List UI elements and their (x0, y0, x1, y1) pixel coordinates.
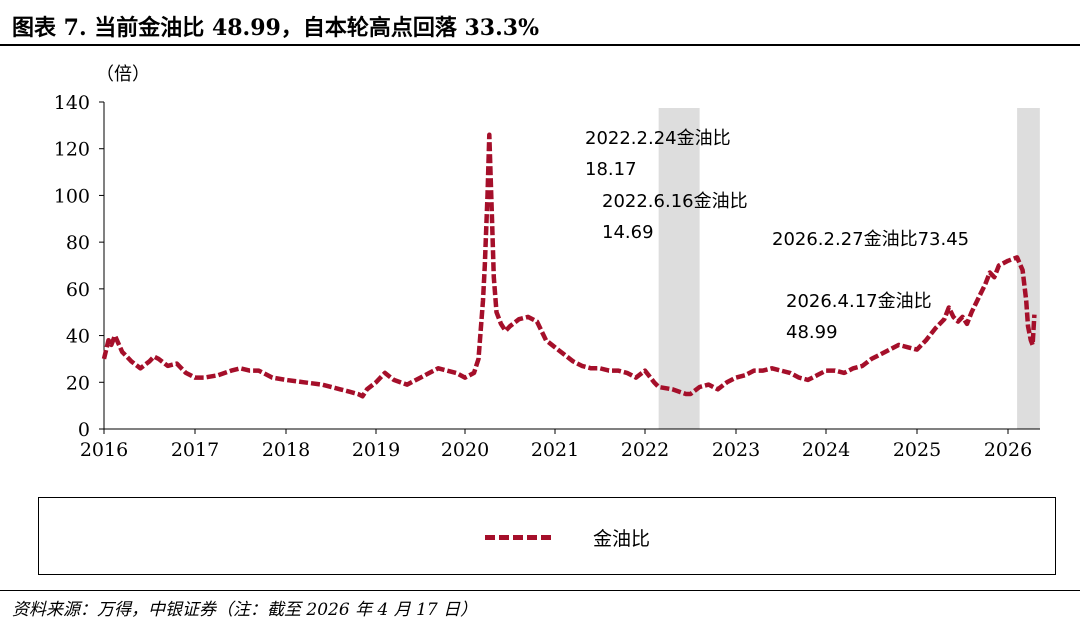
x-tick-label: 2016 (80, 439, 128, 461)
chart-plot: 0 20 40 60 80 100 120 140 2016 2017 2018 2019 2020 20… (54, 64, 1040, 461)
x-tick-label: 2019 (352, 439, 400, 461)
legend-label: 金油比 (593, 528, 651, 550)
title-bar: 图表 7. 当前金油比 48.99，自本轮高点回落 33.3% (0, 0, 1080, 46)
x-tick-label: 2026 (984, 439, 1032, 461)
annotation-3-line-1: 48.99 (786, 322, 838, 343)
y-tick-label: 100 (54, 185, 90, 207)
y-tick-label: 60 (66, 279, 90, 301)
x-tick-label: 2022 (621, 439, 669, 461)
x-tick-label: 2024 (802, 439, 850, 461)
x-tick-label: 2017 (171, 439, 219, 461)
x-tick-label: 2020 (441, 439, 489, 461)
x-tick-label: 2021 (531, 439, 579, 461)
chart-title: 图表 7. 当前金油比 48.99，自本轮高点回落 33.3% (12, 15, 539, 41)
footer-divider (0, 590, 1080, 591)
annotation-3-line-0: 2026.4.17金油比 (786, 291, 932, 312)
x-tick-label: 2023 (712, 439, 760, 461)
shaded-period-0 (658, 108, 700, 429)
y-tick-label: 0 (78, 419, 90, 441)
y-tick-label: 140 (54, 92, 90, 114)
legend-swatch (485, 535, 551, 540)
annotation-2-line-0: 2026.2.27金油比73.45 (772, 229, 969, 250)
legend: 金油比 (38, 497, 1056, 575)
y-tick-label: 40 (66, 326, 90, 348)
shaded-period-1 (1017, 108, 1040, 429)
source-note: 资料来源：万得，中银证券（注：截至 2026 年 4 月 17 日） (12, 600, 478, 620)
series-line-gold-oil-ratio (101, 132, 1037, 399)
annotation-0-line-1: 18.17 (585, 159, 637, 180)
x-tick-label: 2018 (262, 439, 310, 461)
annotation-1-line-1: 14.69 (602, 222, 654, 243)
x-tick-label: 2025 (893, 439, 941, 461)
y-tick-label: 120 (54, 139, 90, 161)
annotation-0-line-0: 2022.2.24金油比 (585, 128, 731, 149)
y-tick-label: 20 (66, 372, 90, 394)
annotation-1-line-0: 2022.6.16金油比 (602, 191, 748, 212)
y-axis-label: （倍） (96, 64, 150, 85)
y-tick-label: 80 (66, 232, 90, 254)
